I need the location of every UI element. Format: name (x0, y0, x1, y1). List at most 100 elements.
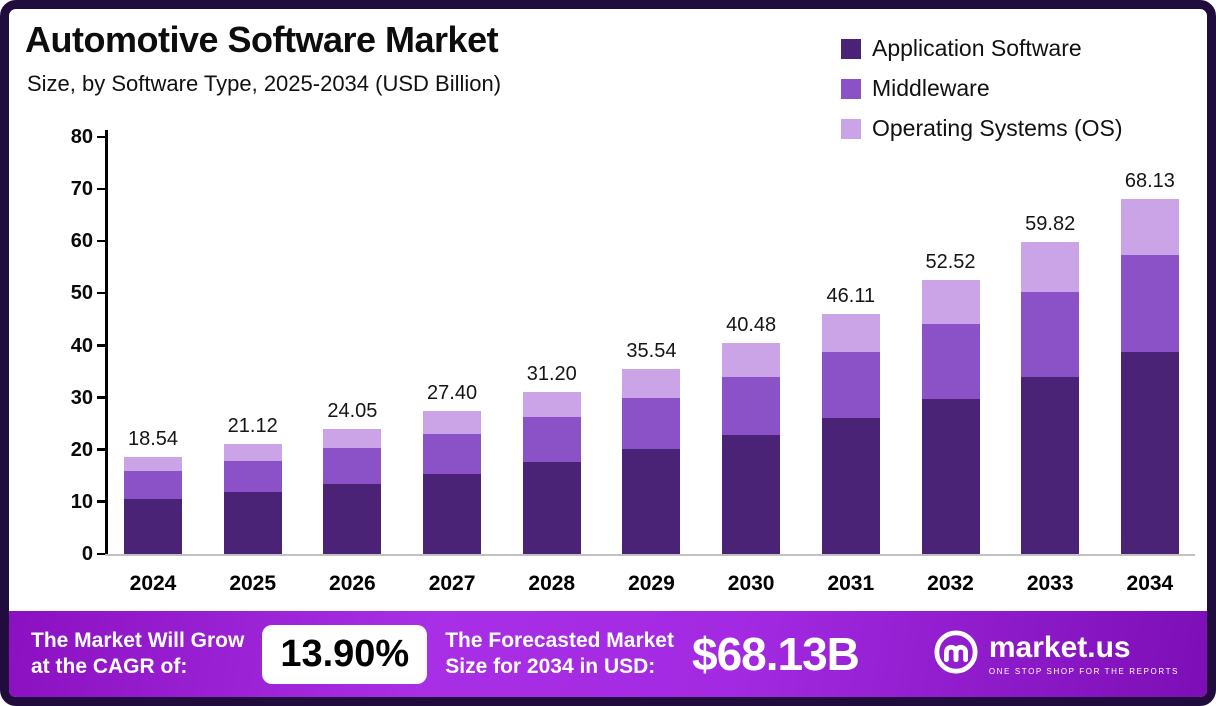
bar-segment-operating-systems-os- (722, 342, 781, 377)
bar-segment-middleware (1120, 255, 1179, 352)
legend-label: Operating Systems (OS) (872, 115, 1123, 141)
bar-segment-operating-systems-os- (124, 457, 182, 472)
bar-segment-middleware (223, 460, 282, 492)
x-axis-label-2027: 2027 (428, 572, 476, 595)
bar-segment-application-software (722, 434, 781, 554)
bar-segment-operating-systems-os- (821, 313, 880, 353)
y-tick-label: 30 (70, 386, 93, 409)
bar-total-label: 18.54 (127, 428, 179, 451)
x-axis-label-2034: 2034 (1126, 572, 1174, 595)
brand-text: market.us ONE STOP SHOP FOR THE REPORTS (988, 630, 1179, 676)
bar-segment-middleware (323, 448, 382, 484)
x-axis-line (105, 554, 1195, 556)
bar-total-label: 31.20 (526, 362, 577, 385)
legend-item-1: Application Software (841, 35, 1123, 62)
y-tick-mark (97, 396, 106, 399)
bar-segment-application-software (124, 499, 182, 554)
x-axis-label-2031: 2031 (827, 572, 875, 595)
bar-segment-operating-systems-os- (323, 428, 382, 449)
bar-2031: 46.11 2031 (821, 285, 880, 595)
bar-segment-application-software (821, 418, 880, 554)
legend-item-3: Operating Systems (OS) (841, 115, 1123, 142)
y-tick-mark (97, 187, 106, 191)
y-tick-mark (97, 344, 106, 347)
legend-swatch-icon (841, 78, 861, 99)
bar-segment-middleware (522, 417, 581, 463)
y-axis-tickmarks (97, 135, 106, 555)
bar-segment-middleware (423, 434, 482, 474)
footer-banner: The Market Will Grow at the CAGR of: 13.… (9, 611, 1207, 697)
x-axis-label-2026: 2026 (329, 572, 376, 595)
brand-name: market.us (988, 630, 1131, 664)
legend-label: Middleware (872, 75, 990, 101)
bar-segment-operating-systems-os- (921, 280, 980, 325)
y-tick-label: 10 (70, 490, 93, 513)
bar-segment-application-software (921, 398, 980, 554)
x-axis-label-2029: 2029 (628, 572, 675, 595)
y-tick-mark (97, 500, 106, 503)
bars-container: 18.54 2024 21.12 2025 24.05 2026 27.40 2027 31.2… (108, 137, 1195, 595)
legend-item-2: Middleware (841, 75, 1123, 102)
bar-segment-middleware (622, 398, 681, 450)
x-axis-label-2030: 2030 (727, 572, 775, 595)
x-axis-label-2025: 2025 (229, 572, 277, 595)
bar-total-label: 24.05 (327, 399, 378, 422)
bar-segment-application-software (1120, 351, 1179, 554)
y-tick-label: 0 (81, 543, 93, 565)
bar-2027: 27.40 2027 (423, 382, 482, 595)
plot-area: 18.54 2024 21.12 2025 24.05 2026 27.40 2027 31.2… (108, 137, 1195, 595)
y-tick-mark (97, 239, 106, 243)
bar-total-label: 52.52 (925, 251, 976, 274)
y-tick-label: 60 (70, 230, 93, 253)
bar-segment-application-software (423, 473, 482, 554)
bar-segment-application-software (1021, 376, 1080, 554)
bar-2024: 18.54 2024 (124, 428, 182, 595)
legend-label: Application Software (872, 35, 1082, 61)
y-tick-label: 80 (70, 126, 93, 148)
y-tick-label: 40 (70, 334, 93, 357)
brand-tagline: ONE STOP SHOP FOR THE REPORTS (988, 666, 1179, 676)
page-title: Automotive Software Market (25, 19, 499, 60)
bar-segment-application-software (323, 483, 382, 554)
bar-segment-operating-systems-os- (1021, 242, 1080, 292)
forecast-value: $68.13B (691, 628, 860, 680)
x-axis-label-2024: 2024 (129, 572, 177, 595)
y-tick-mark (97, 448, 106, 451)
y-tick-mark (97, 291, 106, 295)
y-tick-label: 20 (70, 438, 93, 461)
x-axis-label-2033: 2033 (1026, 572, 1074, 595)
y-axis-line (105, 130, 108, 554)
bar-2025: 21.12 2025 (223, 415, 282, 595)
legend-swatch-icon (841, 118, 861, 139)
bar-total-label: 35.54 (626, 339, 677, 362)
bar-segment-operating-systems-os- (423, 411, 482, 435)
bar-total-label: 68.13 (1124, 169, 1175, 192)
bar-total-label: 59.82 (1025, 213, 1076, 236)
bar-segment-operating-systems-os- (622, 368, 681, 399)
y-axis-labels: 0 10 20 30 40 50 60 70 80 (25, 126, 93, 565)
bar-segment-operating-systems-os- (1120, 198, 1179, 256)
x-axis-label-2028: 2028 (528, 572, 576, 595)
legend: Application Software Middleware Operating … (841, 35, 1123, 142)
brand-logo-group: market.us ONE STOP SHOP FOR THE REPORTS (933, 629, 1185, 680)
y-tick-mark (97, 552, 106, 555)
bar-total-label: 40.48 (726, 313, 777, 336)
bar-segment-middleware (821, 352, 880, 418)
market-us-logo-icon (933, 629, 979, 680)
y-tick-label: 70 (70, 178, 93, 201)
bar-segment-application-software (522, 462, 581, 554)
bar-segment-operating-systems-os- (522, 391, 581, 418)
bar-segment-operating-systems-os- (223, 443, 282, 461)
cagr-value-badge: 13.90% (262, 624, 428, 684)
legend-swatch-icon (841, 38, 861, 59)
forecast-label: The Forecasted Market Size for 2034 in U… (445, 628, 674, 678)
page-subtitle: Size, by Software Type, 2025-2034 (USD B… (27, 71, 502, 96)
bar-total-label: 27.40 (427, 382, 478, 405)
bar-2029: 35.54 2029 (622, 339, 681, 595)
y-tick-label: 50 (70, 282, 93, 305)
x-axis-label-2032: 2032 (927, 572, 974, 595)
bar-2030: 40.48 2030 (722, 313, 781, 595)
bar-segment-application-software (223, 492, 282, 554)
bar-segment-middleware (722, 376, 781, 435)
